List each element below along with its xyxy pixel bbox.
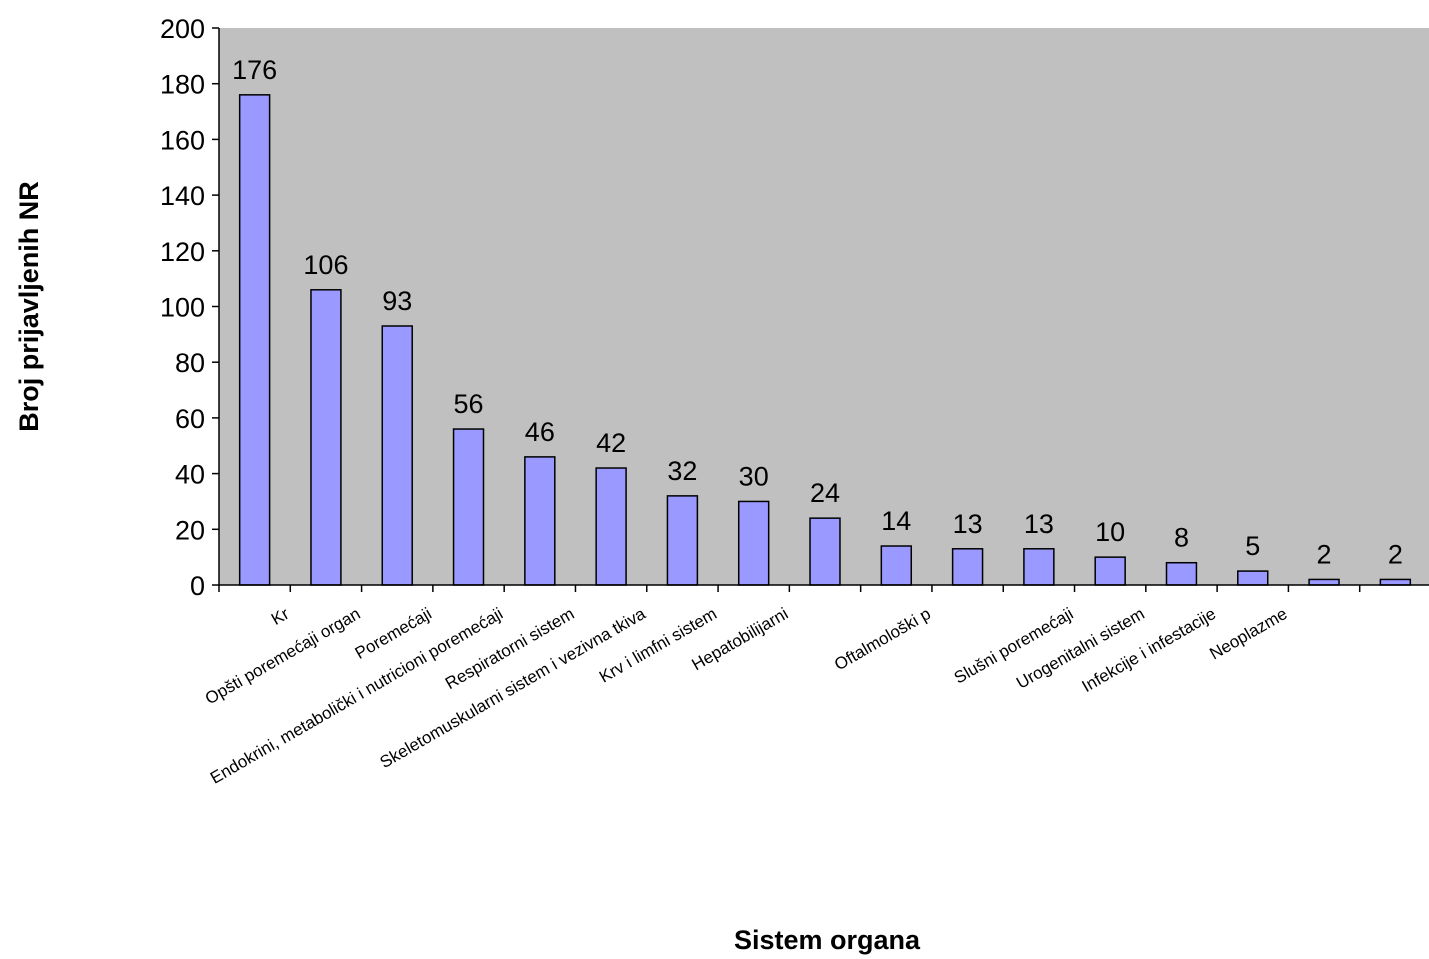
- bar: [452, 428, 485, 586]
- bar: [1379, 578, 1412, 586]
- y-tick-label: 0: [190, 571, 205, 601]
- bar-value-label: 14: [881, 506, 911, 536]
- bar-value-label: 106: [303, 250, 348, 280]
- x-axis-title: Sistem organa: [734, 925, 921, 955]
- bar: [880, 545, 913, 586]
- bar: [737, 500, 770, 586]
- y-tick-label: 20: [175, 515, 205, 545]
- y-tick-label: 40: [175, 460, 205, 490]
- bar: [1237, 570, 1269, 586]
- category-label: Endokrini, metabolički i nutricioni pore…: [207, 604, 506, 788]
- bar: [809, 517, 841, 586]
- data-labels: 176 106 93 56 46 42 32 30 24 14 13 13 10 8 5 2 2: [232, 55, 1403, 570]
- category-label: Oftalmološki p: [831, 604, 934, 674]
- bar: [1094, 556, 1126, 586]
- y-tick-label: 180: [160, 70, 205, 100]
- y-axis-ticks: 0 20 40 60 80 100 120 140 160 180 200: [160, 14, 219, 601]
- category-label: Neoplazme: [1206, 604, 1290, 663]
- bar-value-label: 176: [232, 55, 277, 85]
- bar-value-label: 13: [953, 509, 983, 539]
- bar: [1308, 578, 1340, 586]
- bar: [524, 456, 556, 586]
- bar-value-label: 2: [1317, 539, 1332, 569]
- y-tick-label: 140: [160, 181, 205, 211]
- bar-value-label: 24: [810, 478, 840, 508]
- category-label: Infekcije i infestacije: [1079, 604, 1219, 696]
- bar-value-label: 5: [1245, 531, 1260, 561]
- bar: [951, 548, 984, 586]
- category-label: Kr: [268, 604, 293, 629]
- bar: [381, 325, 413, 586]
- bar: [666, 495, 699, 586]
- category-label: Krv i limfni sistem: [596, 604, 720, 687]
- y-tick-label: 200: [160, 14, 205, 44]
- bar-value-label: 42: [596, 428, 626, 458]
- bar-value-label: 30: [739, 461, 769, 491]
- y-tick-label: 160: [160, 125, 205, 155]
- bar: [595, 467, 627, 586]
- bar-value-label: 56: [454, 389, 484, 419]
- bar-value-label: 2: [1388, 539, 1403, 569]
- bar-value-label: 32: [667, 456, 697, 486]
- bar-value-label: 13: [1024, 509, 1054, 539]
- bar: [1023, 548, 1055, 586]
- y-tick-label: 80: [175, 348, 205, 378]
- bar: [238, 94, 271, 586]
- bar: [310, 289, 342, 586]
- y-axis-title: Broj prijavljenih NR: [14, 181, 44, 432]
- y-tick-label: 60: [175, 404, 205, 434]
- x-axis-ticks: [218, 585, 1361, 592]
- bar-value-label: 46: [525, 417, 555, 447]
- bar-value-label: 93: [382, 286, 412, 316]
- bar-value-label: 8: [1174, 523, 1189, 553]
- plot-background: [219, 28, 1429, 585]
- bar-value-label: 10: [1095, 517, 1125, 547]
- bars: [238, 94, 1412, 586]
- y-tick-label: 100: [160, 293, 205, 323]
- bar: [1165, 561, 1198, 586]
- y-tick-label: 120: [160, 237, 205, 267]
